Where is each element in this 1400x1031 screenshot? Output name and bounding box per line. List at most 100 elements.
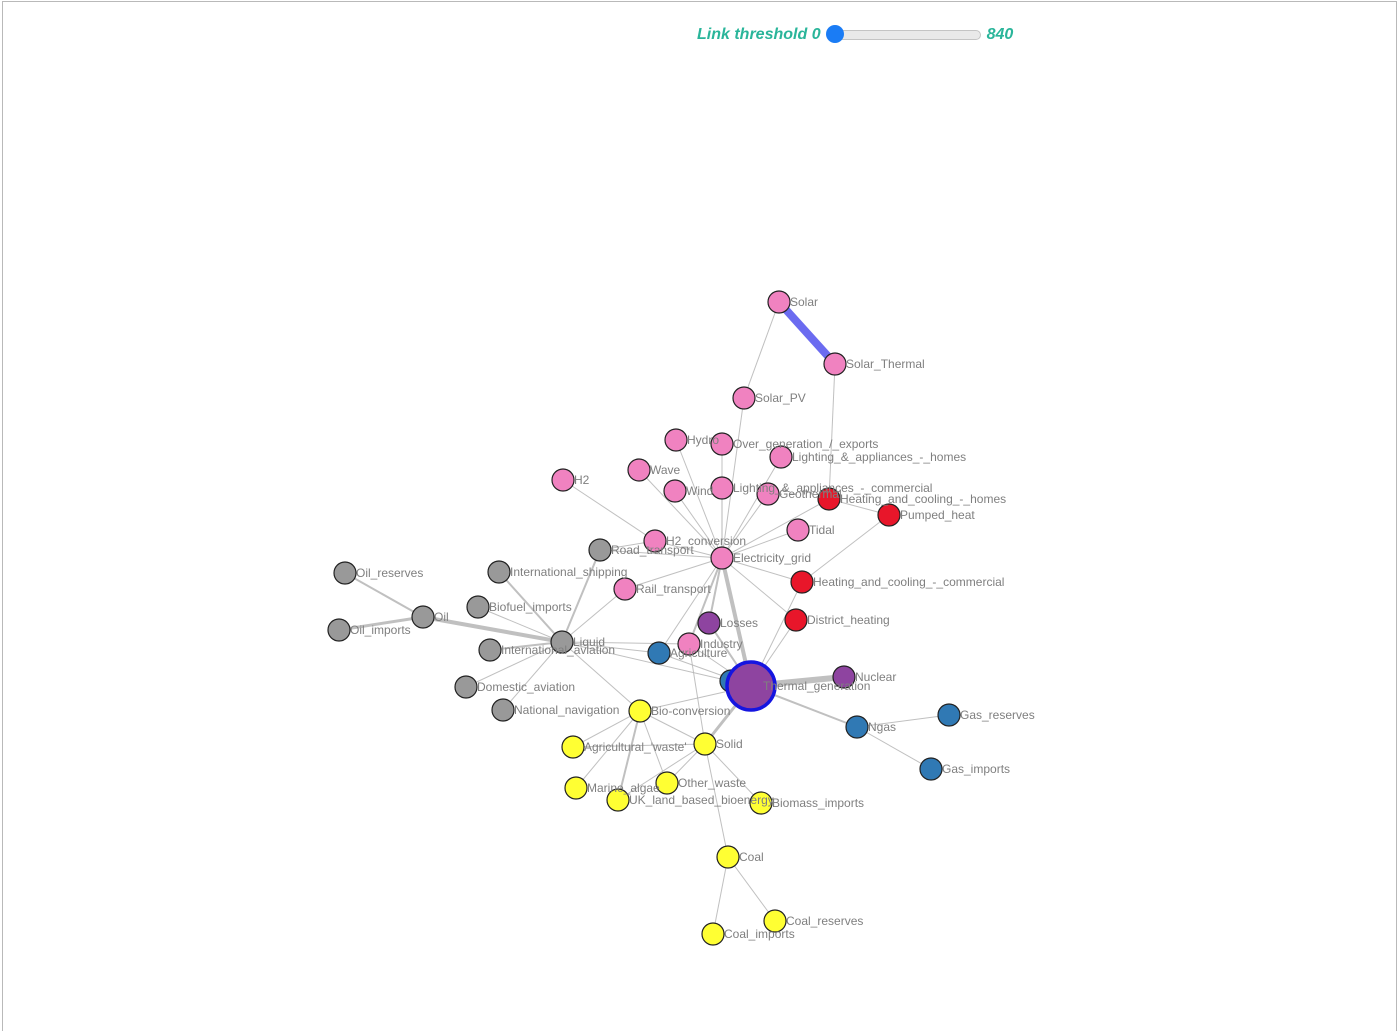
link-Solid-Coal: [704, 743, 729, 858]
link-Bio_conversion-UK_bioenergy: [617, 710, 641, 801]
node-label-International_shipping: International_shipping: [510, 565, 627, 579]
node-Marine_algae[interactable]: [564, 776, 588, 800]
node-label-Oil_reserves: Oil_reserves: [356, 566, 423, 580]
node-National_navigation[interactable]: [491, 698, 515, 722]
node-Oil_reserves[interactable]: [333, 561, 357, 585]
node-Lighting_homes[interactable]: [769, 445, 793, 469]
link-threshold-slider[interactable]: [825, 25, 981, 44]
node-label-H2_conversion: H2_conversion: [666, 534, 746, 548]
node-UK_bioenergy[interactable]: [606, 788, 630, 812]
node-Biomass_imports[interactable]: [749, 791, 773, 815]
node-Solar_PV[interactable]: [732, 386, 756, 410]
node-label-District_heating: District_heating: [807, 613, 890, 627]
node-label-Biofuel_imports: Biofuel_imports: [489, 600, 572, 614]
link-International_aviation-Liquid: [489, 641, 563, 651]
node-Rail_transport[interactable]: [613, 577, 637, 601]
node-Agriculture[interactable]: [647, 641, 671, 665]
node-Over_generation[interactable]: [710, 432, 734, 456]
node-label-Biomass_imports: Biomass_imports: [772, 796, 864, 810]
node-Liquid[interactable]: [550, 630, 574, 654]
node-label-Wave: Wave: [650, 463, 681, 477]
node-Bio_conversion[interactable]: [628, 699, 652, 723]
node-Solar[interactable]: [767, 290, 791, 314]
node-Coal[interactable]: [716, 845, 740, 869]
node-Electricity_grid[interactable]: [710, 546, 734, 570]
link-Electricity_grid-Industry: [688, 557, 723, 645]
link-Oil-Liquid: [422, 615, 563, 644]
node-Heating_commercial[interactable]: [790, 570, 814, 594]
link-Bio_conversion-Marine_algae: [575, 710, 641, 789]
node-Oil_imports[interactable]: [327, 618, 351, 642]
node-Tidal[interactable]: [786, 518, 810, 542]
link-Road_transport-Liquid: [561, 549, 601, 643]
node-label-Nuclear: Nuclear: [855, 670, 896, 684]
link-Wind-Electricity_grid: [674, 490, 723, 559]
node-label-Gas_reserves: Gas_reserves: [960, 708, 1035, 722]
node-Gas_reserves[interactable]: [937, 703, 961, 727]
node-label-Coal_reserves: Coal_reserves: [786, 914, 863, 928]
node-Wind[interactable]: [663, 479, 687, 503]
node-label-Over_generation: Over_generation_/_exports: [733, 437, 878, 451]
link-Pumped_heat-Heating_commercial: [801, 514, 890, 583]
node-Lighting_commercial[interactable]: [710, 476, 734, 500]
link-Liquid-Industry: [561, 641, 690, 645]
node-Gas_imports[interactable]: [919, 757, 943, 781]
node-Pumped_heat[interactable]: [877, 503, 901, 527]
link-H2-H2_conversion: [562, 479, 656, 542]
link-Bio_conversion-Solid: [639, 710, 706, 745]
node-label-H2: H2: [574, 473, 590, 487]
node-label-Lighting_homes: Lighting_&_appliances_-_homes: [792, 450, 966, 464]
node-label-Solid: Solid: [716, 737, 743, 751]
node-H2[interactable]: [551, 468, 575, 492]
link-Liquid-Agriculture: [561, 641, 660, 654]
node-Solid[interactable]: [693, 732, 717, 756]
node-label-Liquid: Liquid: [573, 635, 605, 649]
link-Electricity_grid-District_heating: [721, 557, 797, 621]
node-Coal_imports[interactable]: [701, 922, 725, 946]
node-Ngas[interactable]: [845, 715, 869, 739]
link-International_shipping-Liquid: [498, 571, 563, 643]
link-Electricity_grid-Agriculture: [658, 557, 723, 654]
link-Tidal-Electricity_grid: [721, 529, 799, 559]
node-Nuclear[interactable]: [832, 665, 856, 689]
link-Gas_reserves-Ngas: [856, 714, 950, 728]
link-Geothermal-Electricity_grid: [721, 493, 769, 559]
node-Biofuel_imports[interactable]: [466, 595, 490, 619]
node-Geothermal[interactable]: [756, 482, 780, 506]
node-Hydro[interactable]: [664, 428, 688, 452]
node-label-National_navigation: National_navigation: [514, 703, 619, 717]
node-Other_waste[interactable]: [655, 771, 679, 795]
node-label-Pumped_heat: Pumped_heat: [900, 508, 975, 522]
node-Thermal_generation[interactable]: [725, 660, 777, 712]
link-Coal-Coal_imports: [712, 856, 729, 935]
node-Solar_Thermal[interactable]: [823, 352, 847, 376]
link-Wave-Electricity_grid: [638, 469, 723, 559]
node-International_shipping[interactable]: [487, 560, 511, 584]
link-Solar_PV-Electricity_grid: [721, 397, 745, 559]
node-International_aviation[interactable]: [478, 638, 502, 662]
node-H2_conversion[interactable]: [643, 529, 667, 553]
node-Heating_homes[interactable]: [817, 487, 841, 511]
node-label-Industry: Industry: [700, 637, 743, 651]
node-Oil[interactable]: [411, 605, 435, 629]
link-Biofuel_imports-Liquid: [477, 606, 563, 643]
node-label-Marine_algae: Marine_algae: [587, 781, 660, 795]
link-Solar-Solar_PV: [743, 301, 780, 399]
node-label-Wind: Wind: [686, 484, 713, 498]
link-Solid-Agricultural_waste: [572, 743, 706, 748]
node-label-Heating_commercial: Heating_and_cooling_-_commercial: [813, 575, 1004, 589]
slider-thumb[interactable]: [825, 25, 844, 43]
node-Losses[interactable]: [697, 611, 721, 635]
node-Road_transport[interactable]: [588, 538, 612, 562]
node-Industry[interactable]: [677, 632, 701, 656]
node-District_heating[interactable]: [784, 608, 808, 632]
node-Agricultural_waste[interactable]: [561, 735, 585, 759]
link-Coal-Coal_reserves: [727, 856, 776, 922]
node-Wave[interactable]: [627, 458, 651, 482]
slider-track[interactable]: [826, 30, 981, 40]
link-Oil_reserves-Oil: [344, 572, 424, 618]
node-Domestic_aviation[interactable]: [454, 675, 478, 699]
node-Coal_reserves[interactable]: [763, 909, 787, 933]
node-label-Solar_PV: Solar_PV: [755, 391, 806, 405]
